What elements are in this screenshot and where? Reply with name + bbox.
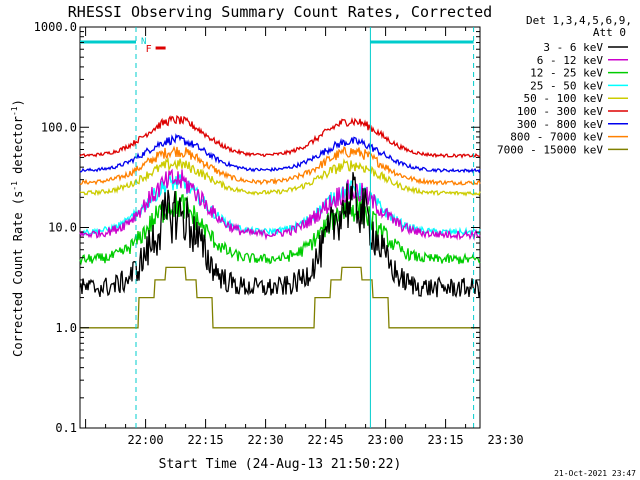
night-flag-label: N (141, 37, 146, 47)
y-tick-label: 10.0 (48, 221, 77, 235)
series-line (79, 172, 481, 299)
y-axis: 0.1 1.0 10.0 100.0 1000.0 (34, 20, 480, 435)
y-axis-label: Corrected Count Rate (s-1 detector-1) (10, 99, 25, 357)
series-line (79, 168, 481, 241)
x-tick-label: 22:45 (308, 433, 344, 447)
series-line (79, 174, 481, 238)
y-tick-label: 100.0 (41, 120, 77, 134)
x-tick-label: 22:30 (248, 433, 284, 447)
legend-label: 100 - 300 keV (517, 105, 603, 118)
series-line (79, 133, 481, 174)
series-layer (79, 114, 481, 329)
legend-label: 50 - 100 keV (524, 92, 604, 105)
legend-label: 25 - 50 keV (530, 79, 603, 92)
series-line (79, 114, 481, 159)
legend-label: 6 - 12 keV (537, 54, 604, 67)
legend-header-line2: Att 0 (593, 26, 626, 39)
legend-label: 300 - 800 keV (517, 118, 603, 131)
legend-label: 800 - 7000 keV (510, 131, 603, 144)
legend-label: 7000 - 15000 keV (497, 143, 603, 156)
annotation-layer: NF (80, 27, 475, 428)
x-axis-label: Start Time (24-Aug-13 21:50:22) (159, 457, 402, 472)
x-tick-label: 22:15 (188, 433, 224, 447)
legend-label: 12 - 25 keV (530, 67, 603, 80)
x-axis: 22:00 22:15 22:30 22:45 23:00 23:15 23:30 (85, 27, 524, 447)
series-line (79, 191, 481, 266)
legend-header-line1: Det 1,3,4,5,6,9, (526, 14, 632, 27)
y-tick-label: 1.0 (55, 321, 77, 335)
x-tick-label: 22:00 (128, 433, 164, 447)
y-tick-label: 1000.0 (34, 20, 77, 34)
chart-title: RHESSI Observing Summary Count Rates, Co… (68, 3, 492, 21)
x-tick-label: 23:30 (488, 433, 524, 447)
y-tick-label: 0.1 (55, 421, 77, 435)
x-tick-label: 23:00 (368, 433, 404, 447)
series-line (80, 266, 480, 329)
timestamp: 21-Oct-2021 23:47 (554, 469, 636, 478)
x-tick-label: 23:15 (428, 433, 464, 447)
legend-label: 3 - 6 keV (543, 41, 603, 54)
plot-area: NF 0.1 1.0 10.0 100.0 1000.0 22:00 22:15 22:30… (34, 20, 524, 447)
series-line (79, 145, 481, 186)
series-line (79, 157, 481, 197)
flare-flag-label: F (146, 44, 152, 55)
